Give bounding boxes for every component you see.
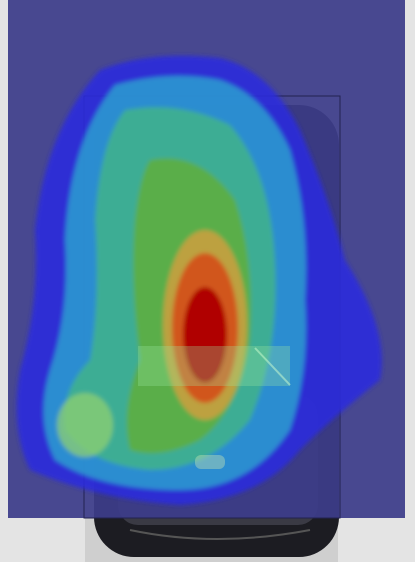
heat-red	[183, 287, 227, 383]
phone-screen-bar	[138, 346, 290, 386]
phone-bottom-edge	[129, 529, 311, 540]
heatmap	[16, 55, 382, 505]
phone-button	[195, 455, 225, 469]
heat-light-green	[57, 393, 113, 457]
phone-detail	[254, 347, 291, 386]
